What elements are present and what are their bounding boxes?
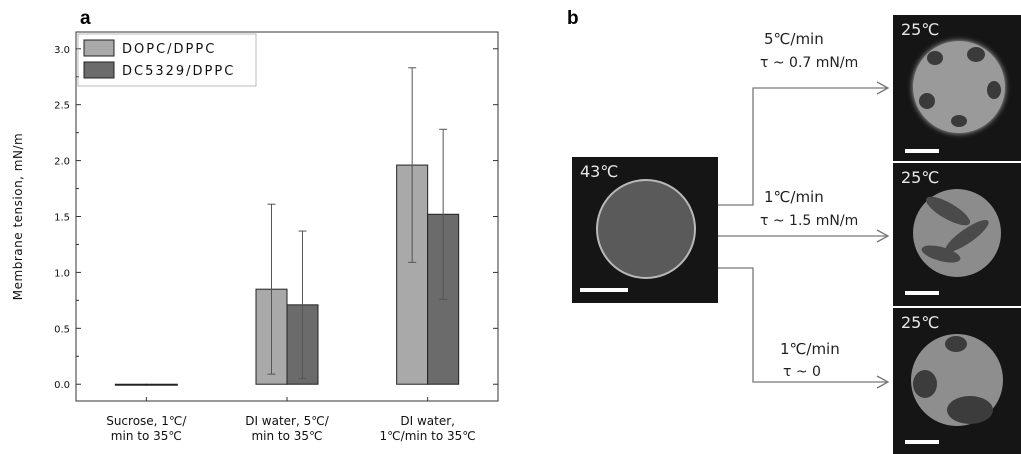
arrowhead-2 [876, 229, 890, 243]
micrograph-branch-3: 25℃ [893, 308, 1021, 454]
legend-swatch-2 [83, 61, 115, 79]
arrowhead-3 [876, 375, 890, 389]
rate-label-3: 1℃/min [780, 340, 840, 358]
x-tick-label: min to 35℃ [111, 429, 182, 443]
y-axis-label: Membrane tension, mN/m [11, 133, 25, 300]
x-tick-label: DI water, 5℃/ [245, 414, 330, 428]
temperature-label-branch-2: 25℃ [901, 168, 940, 187]
temperature-label-initial: 43℃ [580, 162, 619, 181]
tension-label-1: τ ~ 0.7 mN/m [760, 55, 859, 71]
legend-swatch-1 [83, 39, 115, 57]
panel-b-label: b [567, 8, 579, 29]
bar-chart: 0.0 0.5 1.0 1.5 2.0 2.5 3.0 Membrane tension, m… [11, 31, 499, 443]
scale-bar-initial [580, 288, 628, 292]
domain-3c [947, 396, 993, 424]
legend-label-1: DOPC/DPPC [122, 42, 216, 57]
micrograph-branch-1: 25℃ [893, 15, 1021, 161]
micrograph-branch-2: 25℃ [893, 163, 1021, 306]
legend-label-2: DC5329/DPPC [122, 64, 235, 79]
scale-bar-branch-1 [905, 149, 939, 153]
temperature-label-branch-1: 25℃ [901, 20, 940, 39]
x-tick-label: min to 35℃ [251, 429, 322, 443]
y-tick-label: 3.0 [54, 45, 70, 56]
y-tick-label: 1.5 [54, 213, 70, 224]
temperature-label-branch-3: 25℃ [901, 313, 940, 332]
y-tick-label: 0.5 [54, 324, 70, 335]
micrograph-initial: 43℃ [572, 157, 718, 303]
panel-a-label: a [80, 8, 91, 29]
y-tick-label: 2.5 [54, 101, 70, 112]
tension-label-2: τ ~ 1.5 mN/m [760, 213, 859, 229]
y-tick-label: 1.0 [54, 268, 70, 279]
y-tick-label: 2.0 [54, 157, 70, 168]
bar-dc5329-1 [145, 383, 178, 386]
scale-bar-branch-2 [905, 291, 939, 295]
domain-1c [987, 81, 1001, 99]
x-tick-label: Sucrose, 1℃/ [106, 414, 187, 428]
domain-1d [919, 93, 935, 109]
legend-box [77, 33, 257, 87]
x-tick-label: DI water, [400, 414, 455, 428]
arrow-branch-3 [718, 267, 887, 383]
domain-1e [951, 115, 967, 127]
domain-3a [913, 370, 937, 398]
vesicle-initial [596, 179, 696, 279]
x-tick-label: 1℃/min to 35℃ [380, 429, 476, 443]
domain-3b [945, 336, 967, 352]
arrow-branch-1 [718, 87, 887, 206]
domain-1a [927, 51, 943, 65]
tension-label-3: τ ~ 0 [783, 364, 821, 380]
rate-label-1: 5℃/min [764, 30, 824, 48]
rate-label-2: 1℃/min [764, 188, 824, 206]
y-tick-label: 0.0 [54, 380, 70, 391]
domain-1b [967, 47, 985, 62]
scale-bar-branch-3 [905, 440, 939, 444]
arrowhead-1 [876, 81, 890, 95]
